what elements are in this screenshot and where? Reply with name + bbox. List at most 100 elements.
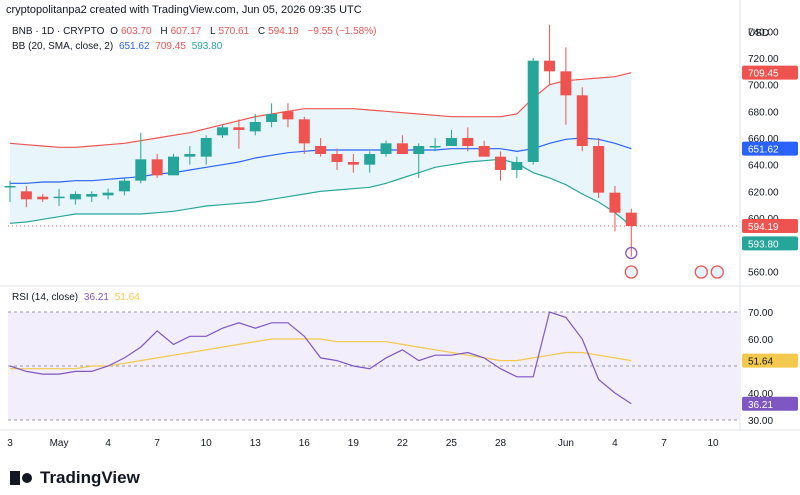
candle-body xyxy=(151,159,163,176)
bb-basis-badge-bg xyxy=(742,141,798,156)
candle-body xyxy=(233,127,245,130)
bb-basis-value: 651.62 xyxy=(118,41,150,52)
time-tick-label: 7 xyxy=(154,438,160,449)
price-tick-label: 660.00 xyxy=(748,134,779,145)
price-tick-label: 620.00 xyxy=(748,187,779,198)
rsi-line xyxy=(9,311,632,405)
bb-lower-badge: 593.80 xyxy=(748,239,779,250)
rsi-label: RSI (14, close) xyxy=(12,292,79,303)
rsi-tick-label: 60.00 xyxy=(748,335,773,346)
candle-body xyxy=(298,119,310,144)
tradingview-logo-icon xyxy=(10,471,34,485)
last-price-badge: 594.19 xyxy=(748,222,779,233)
high-label: H 607.17 xyxy=(160,26,202,37)
event-flag-icon-3 xyxy=(710,265,724,279)
time-tick-label: 25 xyxy=(446,438,458,449)
rsi-ma-badge-bg xyxy=(742,353,798,368)
candle-body xyxy=(625,212,637,226)
bb-upper-badge: 709.45 xyxy=(748,69,779,80)
time-tick-label: 19 xyxy=(348,438,360,449)
candle-body xyxy=(380,143,392,154)
price-tick-label: 720.00 xyxy=(748,54,779,65)
bb-legend: BB (20, SMA, close, 2) 651.62 709.45 593… xyxy=(12,41,225,52)
candle-body xyxy=(135,159,147,181)
symbol-label: BNB · 1D · CRYPTO xyxy=(12,26,105,37)
candle-body xyxy=(609,192,621,213)
candle-body xyxy=(413,146,425,154)
time-tick-label: 10 xyxy=(707,438,719,449)
candle-body xyxy=(200,138,212,157)
price-tick-label: 640.00 xyxy=(748,161,779,172)
candle-body xyxy=(217,127,229,136)
rsi-badge-bg xyxy=(742,396,798,411)
ohlc-legend: BNB · 1D · CRYPTO O 603.70 H 607.17 L 570.6… xyxy=(12,26,379,37)
time-tick-label: 16 xyxy=(299,438,311,449)
candle-body xyxy=(20,191,32,200)
time-tick-label: 13 xyxy=(250,438,262,449)
candle-body xyxy=(249,122,261,132)
time-tick-label: 4 xyxy=(105,438,111,449)
time-tick-label: 3 xyxy=(7,438,13,449)
time-tick-label: May xyxy=(50,438,69,449)
price-tick-label: 560.00 xyxy=(748,267,779,278)
candle-body xyxy=(118,180,130,192)
candle-body xyxy=(4,186,16,188)
candle-body xyxy=(282,111,294,120)
candle-body xyxy=(445,138,457,146)
candle-body xyxy=(462,138,474,146)
candle-body xyxy=(168,156,179,176)
candle-body xyxy=(544,60,556,72)
bb-basis-badge: 651.62 xyxy=(748,145,779,156)
candle-body xyxy=(315,146,327,154)
footer xyxy=(0,456,800,495)
price-tick-label: 740.00 xyxy=(748,27,779,38)
price-tick-label: 680.00 xyxy=(748,107,779,118)
currency-label: USD xyxy=(748,28,769,39)
close-label: C 594.19 xyxy=(257,26,299,37)
candle-body xyxy=(102,192,114,196)
candle-body xyxy=(53,196,65,199)
rsi-value: 36.21 xyxy=(83,292,109,303)
time-tick-label: 7 xyxy=(661,438,667,449)
time-tick-label: 10 xyxy=(201,438,213,449)
rsi-tick-label: 40.00 xyxy=(748,389,773,400)
candle-body xyxy=(364,154,376,165)
candle-body xyxy=(69,194,81,200)
price-chart[interactable]: 560.00580.00600.00620.00640.00660.00680.… xyxy=(0,0,800,460)
candle-body xyxy=(495,156,506,170)
candle-body xyxy=(37,196,49,200)
price-tick-label: 700.00 xyxy=(748,81,779,92)
candle-body xyxy=(429,146,441,148)
event-lightning-icon xyxy=(625,246,638,260)
time-tick-label: 28 xyxy=(495,438,507,449)
rsi-ma-value: 51.64 xyxy=(114,292,140,303)
time-tick-label: 22 xyxy=(397,438,409,449)
attribution-text: cryptopolitanpa2 created with TradingVie… xyxy=(6,4,362,16)
last-price-badge-bg xyxy=(742,219,798,233)
rsi-badge: 36.21 xyxy=(748,400,773,411)
bb-lower-badge-bg xyxy=(742,236,798,251)
bb-label: BB (20, SMA, close, 2) xyxy=(12,41,114,52)
brand-name: TradingView xyxy=(40,468,140,487)
time-tick-label: Jun xyxy=(558,438,574,449)
event-flag-icon-2 xyxy=(694,265,708,279)
candle-body xyxy=(396,143,408,154)
time-tick-label: 4 xyxy=(612,438,618,449)
rsi-tick-label: 30.00 xyxy=(748,416,773,427)
rsi-tick-label: 70.00 xyxy=(748,308,773,319)
low-label: L 570.61 xyxy=(209,26,250,37)
candle-body xyxy=(527,60,539,162)
bb-upper-badge-bg xyxy=(742,65,798,80)
rsi-legend: RSI (14, close) 36.21 51.64 xyxy=(12,292,143,303)
bb-lower-line xyxy=(9,158,632,227)
rsi-ma-line xyxy=(10,338,632,370)
change-label: −9.55 (−1.58%) xyxy=(307,26,377,37)
bb-upper-value: 709.45 xyxy=(155,41,186,52)
bb-lower-value: 593.80 xyxy=(191,41,223,52)
candle-body xyxy=(560,71,572,96)
candle-body xyxy=(331,154,343,162)
open-label: O 603.70 xyxy=(110,26,152,37)
event-flag-icon xyxy=(624,265,638,279)
candle-body xyxy=(511,162,523,170)
tradingview-logo: TradingView xyxy=(10,468,140,488)
